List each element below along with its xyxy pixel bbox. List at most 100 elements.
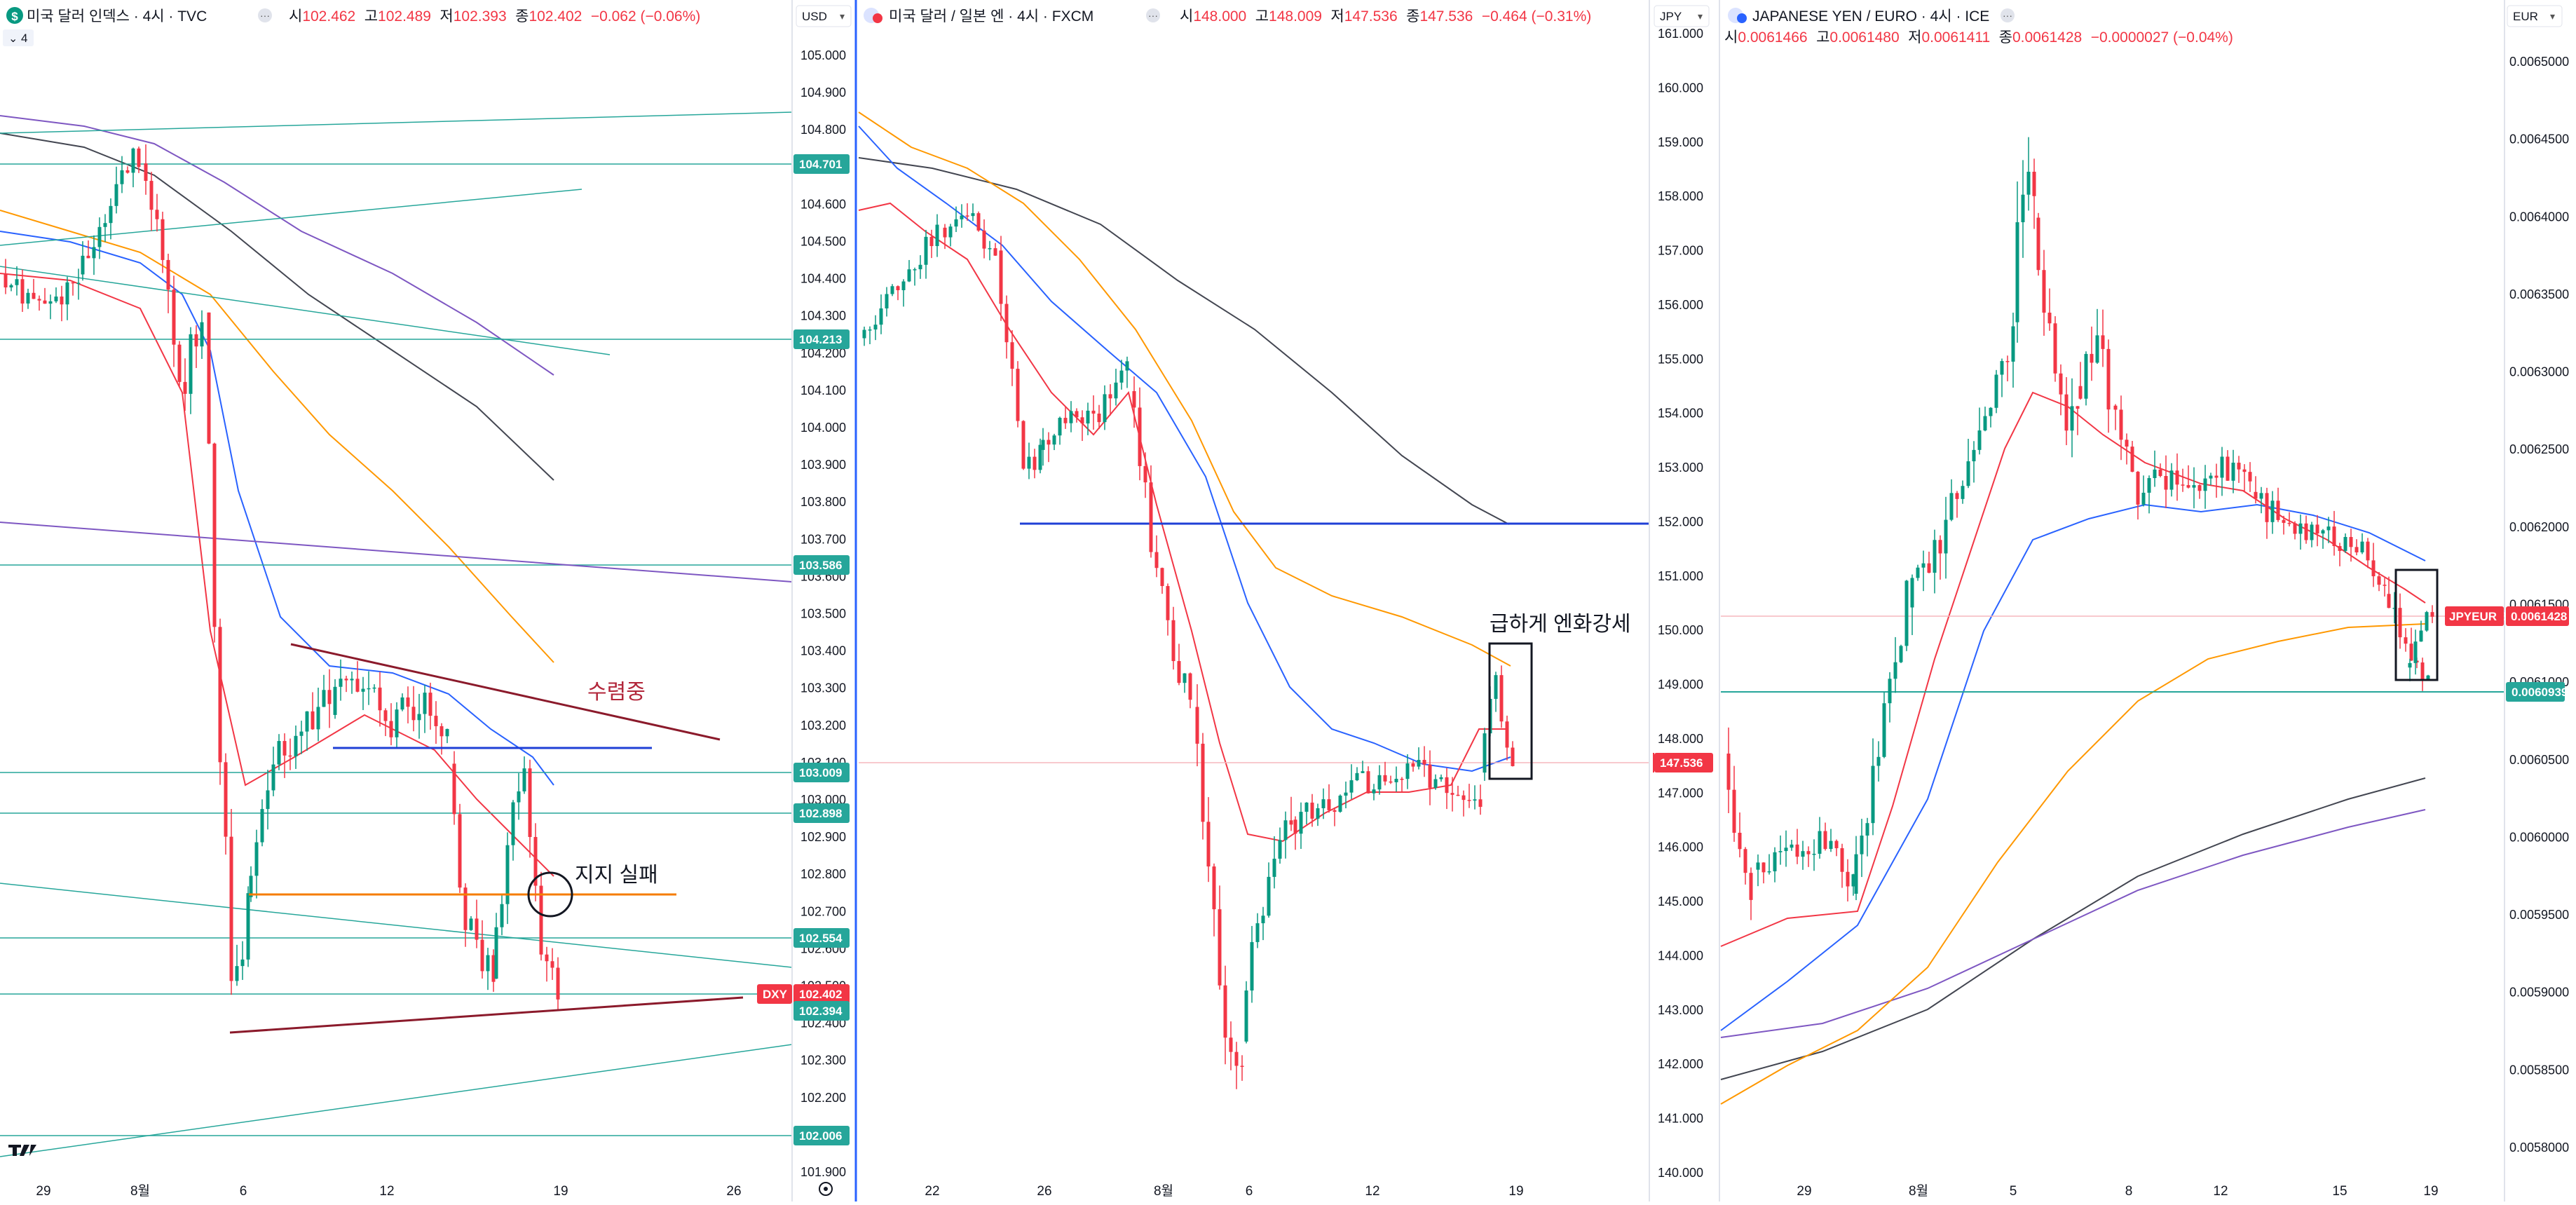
candle-body <box>60 297 64 305</box>
candles <box>4 144 560 1010</box>
price-tick-label: 103.300 <box>800 681 846 695</box>
candle-body <box>1473 799 1477 801</box>
dot-menu-icon[interactable] <box>2001 8 2015 22</box>
candle-body <box>2032 171 2036 196</box>
price-tick-label: 0.0060000 <box>2509 830 2569 844</box>
price-tick-label: 0.0062000 <box>2509 520 2569 534</box>
candle-body <box>333 686 337 715</box>
candle-body <box>2053 323 2057 374</box>
candle-body <box>2047 313 2052 324</box>
candle-body <box>2125 440 2129 447</box>
candle-body <box>2420 662 2425 679</box>
symbol-title[interactable]: JAPANESE YEN / EURO · 4시 · ICE <box>1752 8 1989 25</box>
date-tick-label: 19 <box>553 1184 568 1199</box>
candle-body <box>1461 795 1466 801</box>
settings-gear-icon[interactable] <box>819 1182 833 1196</box>
candle-body <box>37 299 41 301</box>
price-tick-label: 140.000 <box>1658 1166 1703 1180</box>
indicator-toggle-button[interactable] <box>3 29 34 46</box>
candle-body <box>1494 675 1498 699</box>
candle-body <box>2130 447 2134 472</box>
candle-body <box>1278 840 1282 859</box>
currency-selector[interactable] <box>796 5 852 27</box>
chevron-down-icon: ▾ <box>840 11 845 22</box>
dot-menu-icon[interactable] <box>258 8 272 22</box>
candle-body <box>1338 796 1342 812</box>
candle-body <box>868 329 872 331</box>
candle-body <box>1829 840 1833 850</box>
symbol-title[interactable]: 미국 달러 / 일본 엔 · 4시 · FXCM <box>889 8 1093 25</box>
price-tick-label: 102.800 <box>800 867 846 881</box>
candle-body <box>54 297 58 301</box>
candle-body <box>2011 326 2015 362</box>
candle-body <box>1818 831 1822 854</box>
candle-body <box>1854 854 1858 894</box>
price-tag <box>793 928 850 948</box>
ohlc-readout: 시0.0061466 고0.0061480 저0.0061411 종0.0061… <box>1724 29 2233 46</box>
price-tag-label: 102.554 <box>799 932 843 945</box>
candle-body <box>271 764 275 791</box>
candle-body <box>1377 775 1382 790</box>
candle-body <box>1972 449 1976 462</box>
price-axis[interactable]: 105.000104.900104.800104.700104.600104.5… <box>757 0 852 1201</box>
price-tick-label: 142.000 <box>1658 1057 1703 1071</box>
time-axis[interactable]: 29 8월 5 8 12 15 19 <box>1797 1183 2438 1199</box>
price-tag <box>793 1001 850 1021</box>
candle-body <box>1052 435 1056 445</box>
candle-body <box>2026 171 2031 195</box>
candle-body <box>2164 475 2168 490</box>
date-tick-label: 19 <box>2423 1184 2438 1199</box>
candle-body <box>2214 475 2219 478</box>
candle-body <box>1851 874 1855 887</box>
chart-panel-usdjpy[interactable]: 급하게 엔화강세 미국 달러 / 일본 엔 · 4시 · FXCM ··· 시1… <box>858 0 1713 1201</box>
candle-body <box>428 693 432 716</box>
price-tick-label: 155.000 <box>1658 352 1703 366</box>
candle-body <box>1994 374 1998 408</box>
price-tick-label: 150.000 <box>1658 623 1703 637</box>
price-tag <box>1654 753 1713 772</box>
candle-body <box>2383 585 2387 586</box>
candle-body <box>48 301 53 304</box>
candle-body <box>890 286 894 294</box>
candle-body <box>2270 501 2275 522</box>
chart-panel-jpyeur[interactable]: JAPANESE YEN / EURO · 4시 · ICE ··· 시0.00… <box>1720 0 2569 1201</box>
candle-body <box>2209 475 2213 479</box>
time-axis[interactable]: 22 26 8월 6 12 19 <box>925 1183 1523 1199</box>
price-tick-label: 148.000 <box>1658 732 1703 746</box>
price-axis[interactable]: 0.0065000 0.0064500 0.0064000 0.0063500 0.00… <box>2445 0 2569 1201</box>
time-axis[interactable]: 29 8월 6 12 19 26 <box>36 1183 741 1199</box>
price-tag-label: 102.006 <box>799 1129 842 1143</box>
dot-menu-icon[interactable] <box>1146 8 1160 22</box>
candle-body <box>1790 844 1794 848</box>
tradingview-logo-icon[interactable] <box>8 1145 36 1156</box>
candle-body <box>423 693 427 714</box>
candle-body <box>103 223 107 227</box>
candle-body <box>311 711 315 730</box>
candle-body <box>2158 469 2162 476</box>
candle-body <box>400 697 404 710</box>
svg-text:···: ··· <box>1148 10 1158 21</box>
price-tick-label: 103.700 <box>800 532 846 546</box>
date-tick-label: 12 <box>1365 1184 1379 1199</box>
currency-selector[interactable] <box>2507 5 2563 27</box>
price-tick-label: 0.0060500 <box>2509 753 2569 767</box>
moving-average-purple <box>1720 809 2426 1038</box>
candle-body <box>1229 1037 1233 1052</box>
panel-header: 미국 달러 / 일본 엔 · 4시 · FXCM ··· 시148.000 고1… <box>864 8 1591 25</box>
symbol-title[interactable]: 미국 달러 인덱스 · 4시 · TVC <box>27 8 207 25</box>
currency-selector[interactable] <box>1654 5 1710 27</box>
candle-body <box>316 707 320 730</box>
price-tick-label: 157.000 <box>1658 244 1703 258</box>
candle-body <box>458 814 462 888</box>
candle-body <box>2015 222 2019 322</box>
price-axis[interactable]: 161.000 160.000 159.000 158.000 157.000 156.0… <box>1649 0 1713 1201</box>
candle-body <box>1004 304 1009 343</box>
candle-body <box>350 679 354 681</box>
candle-body <box>1433 779 1438 788</box>
symbol-tag-label: JPYEUR <box>2449 610 2497 623</box>
price-tick-label: 104.000 <box>800 421 846 435</box>
candle-body <box>97 226 102 247</box>
candle-body <box>2265 493 2269 522</box>
date-tick-label: 8 <box>2125 1184 2133 1199</box>
